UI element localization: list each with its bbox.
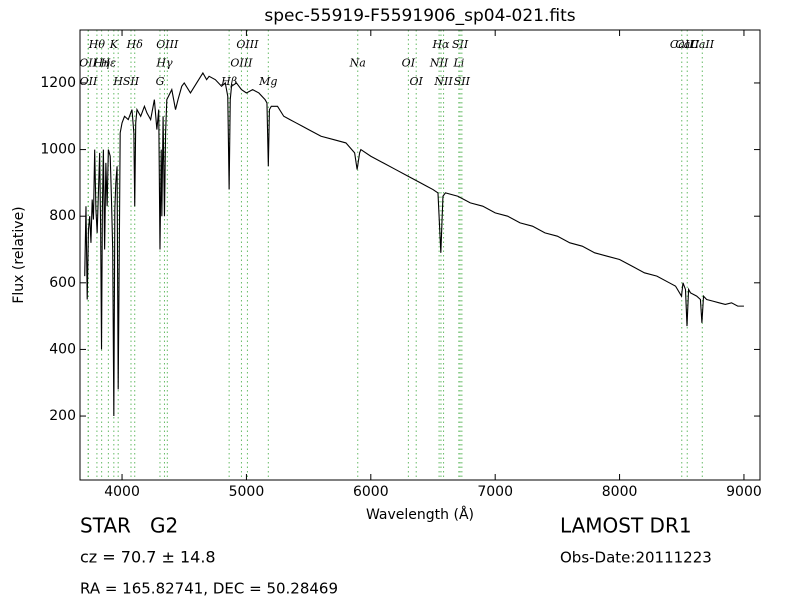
spectral-line-label: K: [109, 38, 119, 51]
date-label: Obs-Date:20111223: [560, 549, 712, 567]
chart-title: spec-55919-F5591906_sp04-021.fits: [264, 6, 575, 26]
spectral-line-label: Hδ: [126, 38, 144, 51]
spectral-line-label: OIII: [156, 38, 179, 51]
plot-frame: [79, 29, 761, 481]
spectral-line-label: SII: [454, 75, 471, 88]
spectral-line-label: NII: [433, 75, 453, 88]
object-label: STAR G2: [80, 514, 178, 538]
spectral-line-label: Na: [349, 57, 366, 70]
redshift-label: cz = 70.7 ± 14.8: [80, 548, 216, 567]
spectral-line-label: Hθ: [88, 38, 106, 51]
y-tick-label: 200: [49, 408, 76, 424]
spectral-line-label: Hγ: [155, 57, 173, 70]
spectral-line-label: SII: [452, 38, 469, 51]
x-tick-label: 5000: [229, 484, 265, 500]
x-tick-label: 9000: [726, 484, 762, 500]
y-tick-label: 600: [49, 275, 76, 291]
spectral-line-label: OIII: [236, 38, 259, 51]
y-axis-label: Flux (relative): [11, 206, 27, 303]
y-tick-label: 1200: [40, 75, 76, 91]
spectral-line-label: Hβ: [220, 75, 237, 88]
spectral-line-label: Li: [452, 57, 464, 70]
x-axis-label: Wavelength (Å): [366, 506, 474, 523]
y-tick-label: 800: [49, 208, 76, 224]
spectral-line-label: OI: [402, 57, 416, 70]
spectral-line-label: SII: [123, 75, 140, 88]
spectral-line-label: Mg: [258, 75, 277, 88]
coordinates-label: RA = 165.82741, DEC = 50.28469: [80, 580, 338, 598]
spectral-line-label: OII: [80, 75, 98, 88]
spectral-line-label: OI: [410, 75, 424, 88]
spectral-line-label: NII: [429, 57, 449, 70]
spectral-line-label: CaII: [675, 38, 699, 51]
spectral-line-label: H: [112, 75, 123, 88]
survey-label: LAMOST DR1: [560, 514, 692, 538]
spectral-line-label: Hε: [100, 57, 117, 70]
spectrum-line: [84, 71, 744, 417]
x-tick-label: 6000: [353, 484, 389, 500]
spectral-line-label: OIII: [230, 57, 253, 70]
spectral-line-label: G: [156, 75, 165, 88]
spectral-line-label: Hα: [431, 38, 450, 51]
x-tick-label: 7000: [477, 484, 513, 500]
spectral-line-label: CaII: [690, 38, 714, 51]
x-tick-label: 4000: [104, 484, 140, 500]
y-tick-label: 1000: [40, 142, 76, 158]
x-tick-label: 8000: [602, 484, 638, 500]
spectral-line-label: CaII: [670, 38, 694, 51]
y-tick-label: 400: [49, 341, 76, 357]
spectral-line-label: Hη: [93, 57, 111, 70]
